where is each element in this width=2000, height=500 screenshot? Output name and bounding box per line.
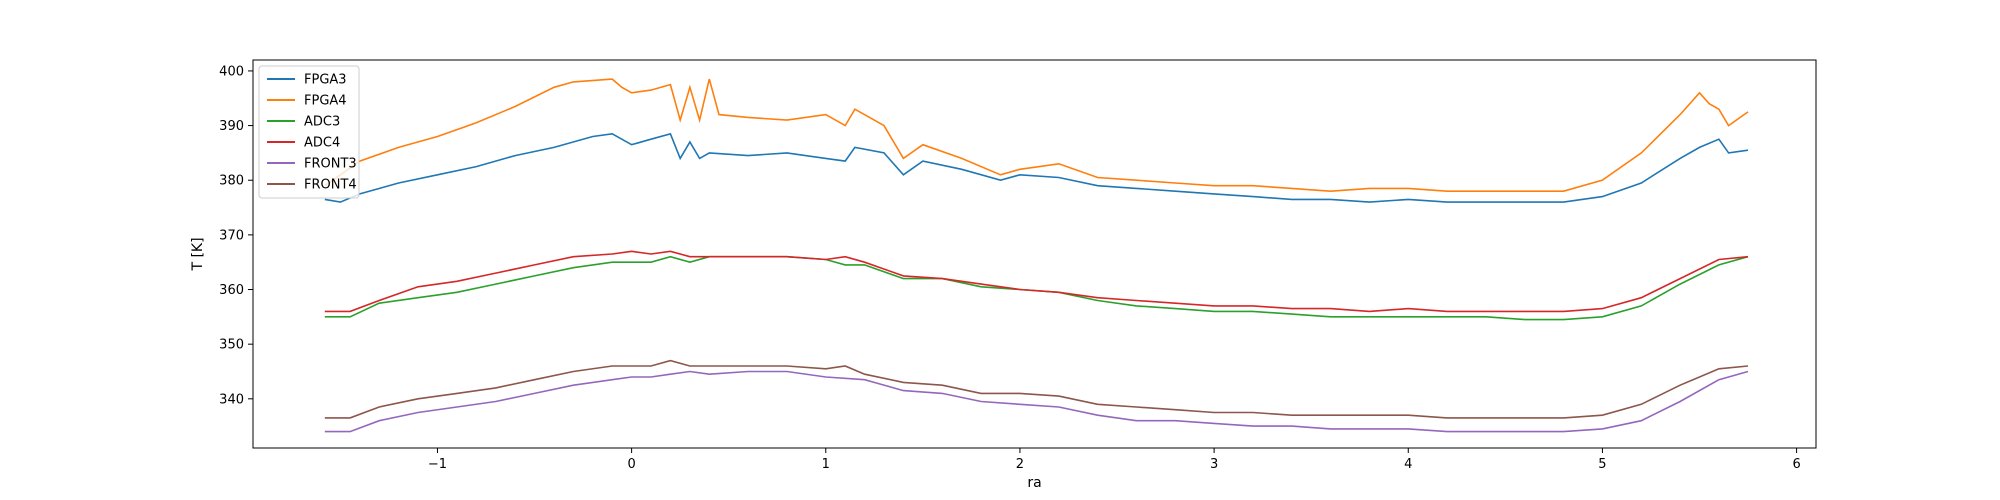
plot-frame	[252, 59, 1817, 449]
x-tick-label: 4	[1404, 457, 1412, 472]
x-tick-label: 0	[627, 457, 635, 472]
x-tick-label: 1	[822, 457, 830, 472]
x-axis: −1 0 1 2 3 4 5 6	[428, 448, 1801, 472]
y-tick-label: 350	[219, 338, 244, 353]
legend-label-fpga3: FPGA3	[304, 73, 347, 88]
legend-label-fpga4: FPGA4	[304, 94, 347, 109]
legend: FPGA3 FPGA4 ADC3 ADC4 FRONT3 FRONT4	[258, 65, 360, 199]
x-tick-label: 5	[1598, 457, 1606, 472]
series-line-front4	[324, 359, 1749, 419]
x-axis-label: ra	[1027, 475, 1041, 491]
y-tick-label: 400	[219, 64, 244, 79]
series-line-adc4	[324, 250, 1749, 313]
y-tick-label: 340	[219, 392, 244, 407]
x-tick-label: 3	[1210, 457, 1218, 472]
y-tick-label: 380	[219, 174, 244, 189]
y-axis: 340 350 360 370 380 390 400	[219, 64, 253, 407]
y-axis-label: T [K]	[190, 237, 206, 271]
plot-series-group	[324, 78, 1749, 433]
y-tick-label: 390	[219, 119, 244, 134]
y-tick-label: 360	[219, 283, 244, 298]
series-line-fpga4	[324, 78, 1749, 193]
legend-label-front4: FRONT4	[304, 178, 357, 193]
x-tick-label: 6	[1792, 457, 1800, 472]
legend-label-adc3: ADC3	[304, 115, 340, 130]
series-line-adc3	[324, 255, 1749, 321]
legend-label-adc4: ADC4	[304, 136, 340, 151]
legend-label-front3: FRONT3	[304, 157, 357, 172]
x-tick-label: −1	[428, 457, 447, 472]
series-line-front3	[324, 370, 1749, 433]
y-tick-label: 370	[219, 228, 244, 243]
series-line-fpga3	[324, 132, 1749, 203]
x-tick-label: 2	[1016, 457, 1024, 472]
